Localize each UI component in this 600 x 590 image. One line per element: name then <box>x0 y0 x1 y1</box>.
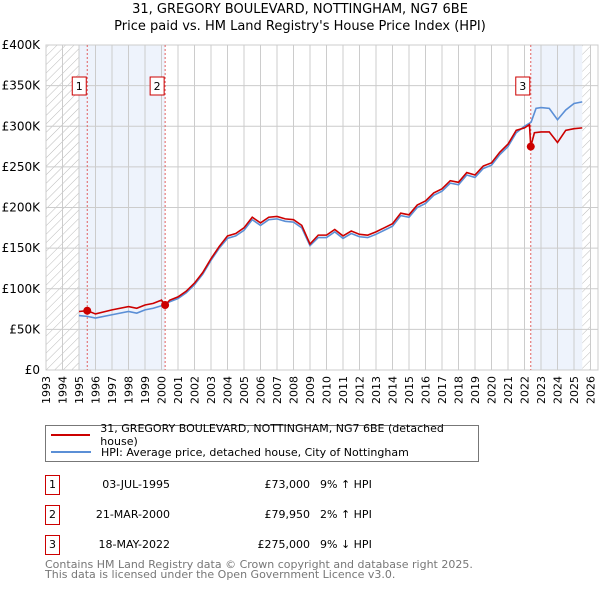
y-tick-label: £350K <box>2 79 42 93</box>
sale-row: 2 21-MAR-2000 £79,950 2% ↑ HPI <box>45 505 445 525</box>
x-tick-label: 2015 <box>403 376 416 404</box>
footer: Contains HM Land Registry data © Crown c… <box>45 558 473 581</box>
x-tick-label: 1994 <box>57 376 70 404</box>
x-tick-label: 2007 <box>271 376 284 404</box>
y-tick-label: £0 <box>25 363 40 377</box>
x-tick-label: 2012 <box>354 376 367 404</box>
legend-label-property: 31, GREGORY BOULEVARD, NOTTINGHAM, NG7 6… <box>100 422 444 448</box>
y-tick-label: £300K <box>2 119 42 133</box>
x-tick-label: 2009 <box>304 376 317 404</box>
sale-label: 1 <box>76 80 83 93</box>
x-tick-label: 2004 <box>222 376 235 404</box>
series-line-property <box>78 123 583 315</box>
x-tick-label: 2026 <box>585 376 598 404</box>
sale-marker-badge: 1 <box>45 475 60 495</box>
plot-border <box>45 44 599 371</box>
sale-point <box>526 142 535 151</box>
x-tick-label: 2003 <box>205 376 218 404</box>
sale-label: 2 <box>154 80 161 93</box>
x-tick-label: 2006 <box>255 376 268 404</box>
x-tick-label: 2014 <box>387 376 400 404</box>
sale-hpi: 2% ↑ HPI <box>320 508 372 521</box>
sale-label-box <box>149 76 165 96</box>
x-tick-label: 2019 <box>469 376 482 404</box>
sale-hpi: 9% ↓ HPI <box>320 538 372 551</box>
sale-price: £79,950 <box>264 508 311 521</box>
x-tick-label: 2010 <box>321 376 334 404</box>
chart-svg: 1993 1994 1995 1996 1997 1998 1999 2000 2001 2002… <box>2 38 599 404</box>
x-tick-label: 2005 <box>238 376 251 404</box>
x-tick-label: 2001 <box>172 376 185 404</box>
sale-marker-badge: 3 <box>45 535 60 555</box>
footer-copyright: Contains HM Land Registry data © Crown c… <box>45 558 473 571</box>
x-tick-label: 2022 <box>519 376 532 404</box>
y-tick-label: £50K <box>9 322 41 336</box>
x-tick-label: 1999 <box>139 376 152 404</box>
x-tick-label: 2013 <box>370 376 383 404</box>
sale-point <box>161 301 170 310</box>
y-tick-label: £100K <box>2 282 42 296</box>
legend-swatch-property <box>51 434 91 436</box>
sale-marker-badge: 2 <box>45 505 60 525</box>
x-tick-label: 2025 <box>568 376 581 404</box>
x-tick-label: 2002 <box>189 376 202 404</box>
x-tick-label: 2011 <box>337 376 350 404</box>
x-tick-label: 2023 <box>535 376 548 404</box>
x-tick-label: 1998 <box>123 376 136 404</box>
chart-subtitle: Price paid vs. HM Land Registry's House … <box>114 19 486 34</box>
chart-title: 31, GREGORY BOULEVARD, NOTTINGHAM, NG7 6… <box>132 2 468 17</box>
sale-row: 1 03-JUL-1995 £73,000 9% ↑ HPI <box>45 475 445 495</box>
sale-label-box <box>71 76 87 96</box>
series-line-hpi <box>78 101 583 319</box>
footer-licence: This data is licensed under the Open Gov… <box>45 568 396 581</box>
x-tick-label: 2020 <box>486 376 499 404</box>
legend-label-hpi: HPI: Average price, detached house, City… <box>101 445 409 459</box>
x-tick-label: 2018 <box>453 376 466 404</box>
y-tick-label: £200K <box>2 201 42 215</box>
sale-price: £275,000 <box>257 538 311 551</box>
y-tick-label: £150K <box>2 241 42 255</box>
sale-label-box <box>515 76 531 96</box>
sale-date: 21-MAR-2000 <box>95 508 170 521</box>
y-tick-label: £250K <box>2 160 42 174</box>
sale-date: 03-JUL-1995 <box>102 478 170 491</box>
sale-date: 18-MAY-2022 <box>98 538 170 551</box>
x-tick-label: 2008 <box>288 376 301 404</box>
sale-price: £73,000 <box>264 478 311 491</box>
sale-label: 3 <box>519 80 526 93</box>
x-tick-label: 2000 <box>156 376 169 404</box>
y-tick-label: £400K <box>2 38 42 52</box>
sale-hpi: 9% ↑ HPI <box>320 478 372 491</box>
legend: 31, GREGORY BOULEVARD, NOTTINGHAM, NG7 6… <box>45 422 479 462</box>
legend-swatch-hpi <box>51 451 91 453</box>
sale-row: 3 18-MAY-2022 £275,000 9% ↓ HPI <box>45 535 445 555</box>
x-tick-label: 1995 <box>73 376 86 404</box>
x-tick-label: 2016 <box>420 376 433 404</box>
x-tick-label: 2024 <box>552 376 565 404</box>
x-tick-label: 1997 <box>106 376 119 404</box>
x-tick-label: 1996 <box>90 376 103 404</box>
x-tick-label: 2017 <box>436 376 449 404</box>
x-tick-label: 2021 <box>502 376 515 404</box>
sale-point <box>83 306 92 315</box>
x-tick-label: 1993 <box>40 376 53 404</box>
